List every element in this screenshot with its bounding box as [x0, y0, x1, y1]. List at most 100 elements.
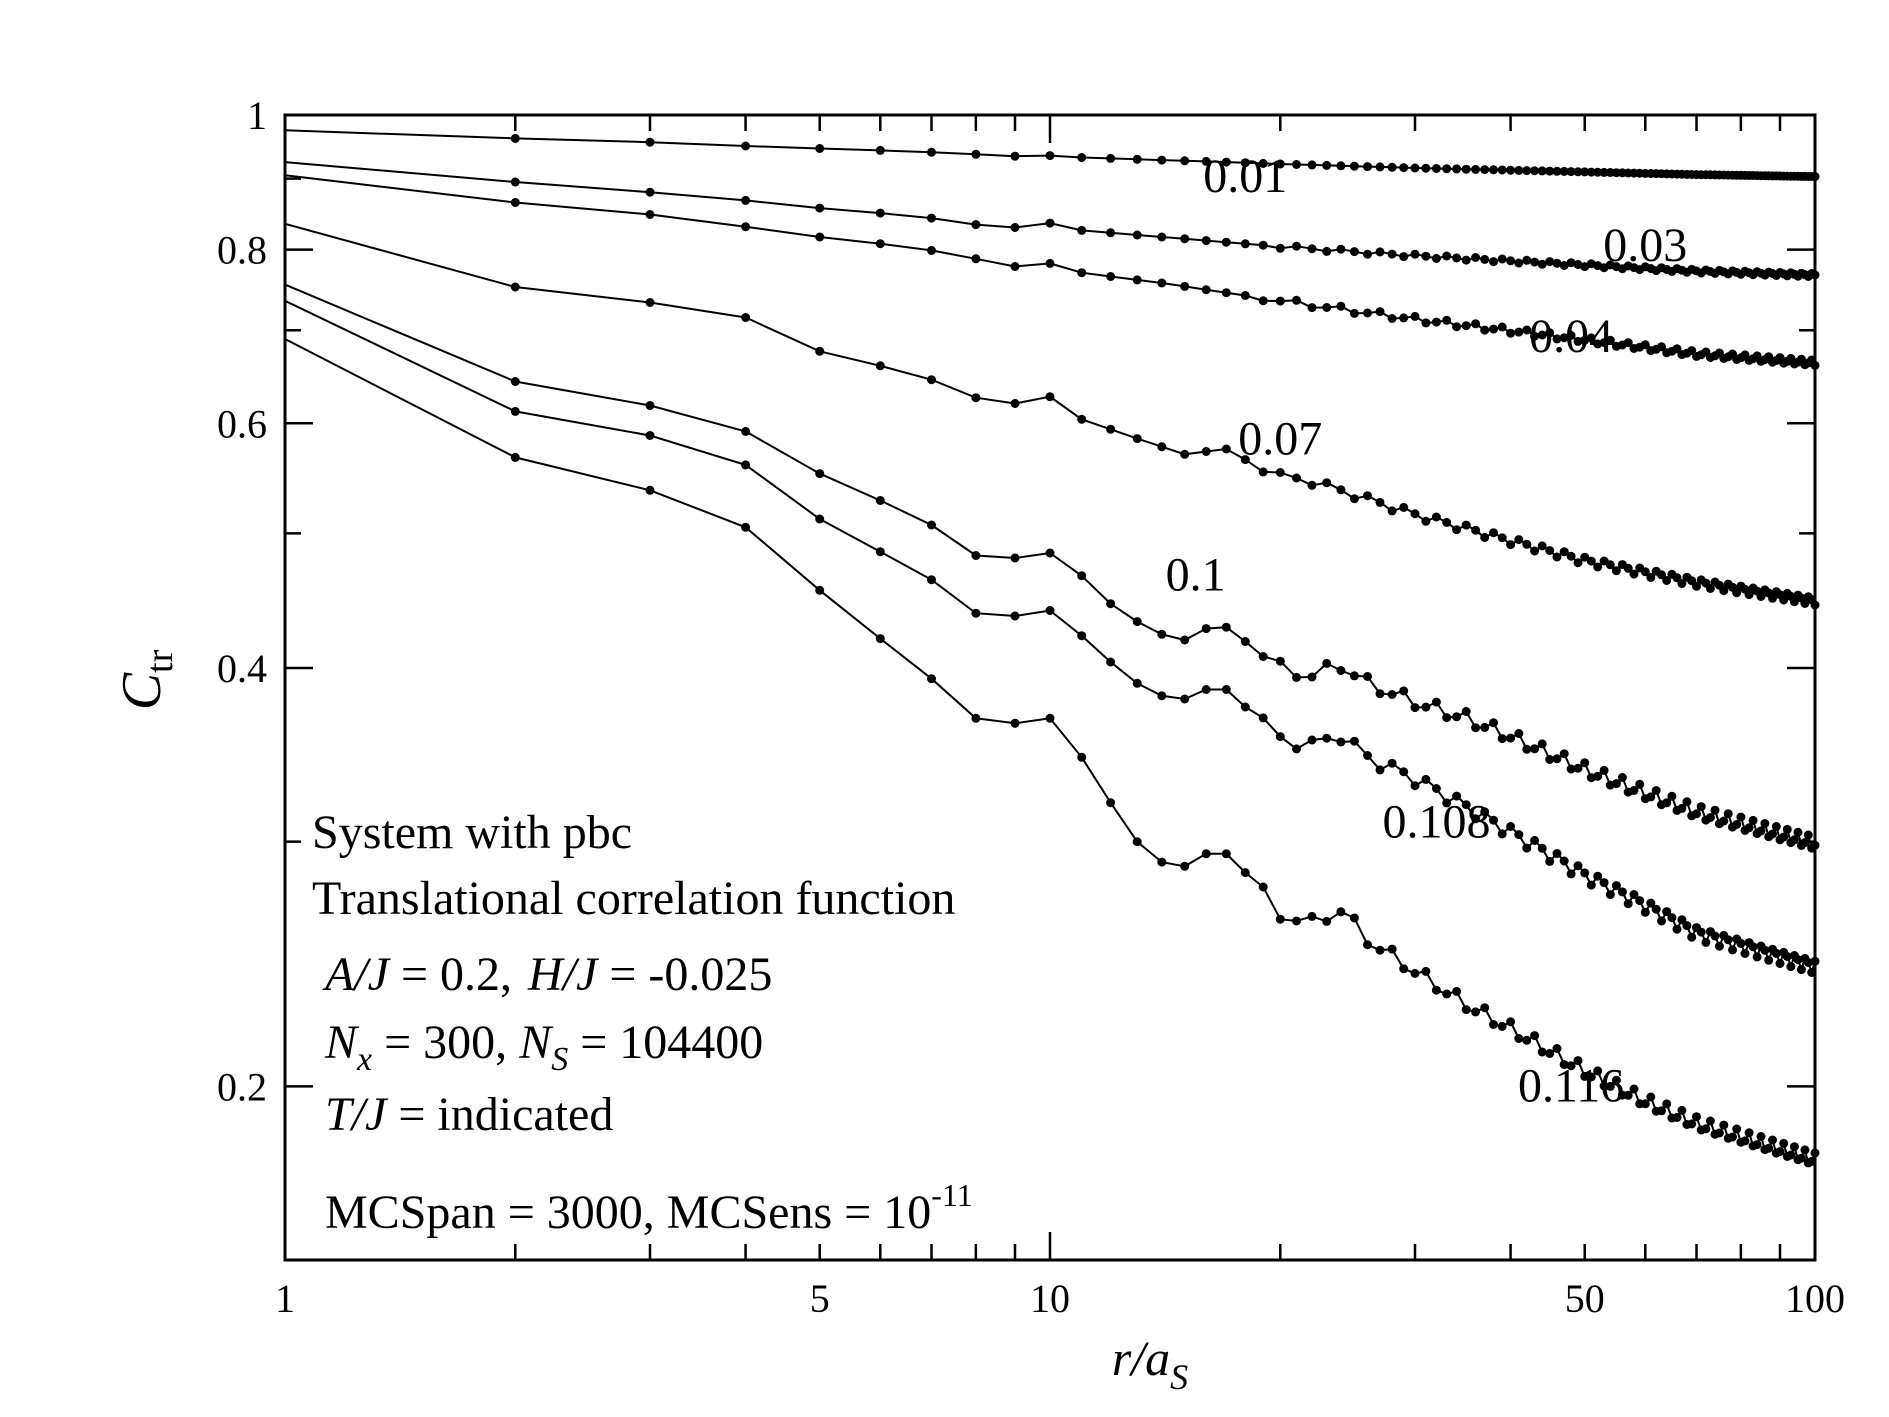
data-point — [1410, 163, 1420, 173]
data-point — [1045, 606, 1055, 615]
data-point — [1617, 887, 1627, 897]
data-point — [1605, 335, 1615, 345]
data-point — [1336, 907, 1346, 917]
data-point — [1667, 791, 1677, 801]
data-point — [1010, 262, 1020, 271]
data-point — [1623, 899, 1633, 909]
data-point — [1336, 244, 1346, 254]
data-point — [875, 547, 885, 557]
data-point — [1732, 588, 1742, 598]
data-point — [1771, 948, 1781, 958]
data-point — [1530, 546, 1540, 556]
data-point — [1421, 774, 1431, 784]
data-point — [1258, 467, 1268, 477]
data-point — [1559, 333, 1569, 343]
data-point — [1586, 167, 1596, 177]
data-point — [1322, 916, 1332, 926]
data-point — [1692, 809, 1701, 819]
data-point — [1566, 869, 1576, 879]
data-point — [1779, 1138, 1789, 1148]
y-tick-label: 0.4 — [217, 646, 267, 691]
data-point — [1775, 959, 1785, 968]
data-point — [875, 239, 885, 249]
data-point — [1552, 754, 1562, 764]
data-point — [1559, 1060, 1569, 1070]
data-point — [1258, 240, 1268, 250]
data-point — [1537, 843, 1547, 853]
data-point — [1307, 160, 1317, 170]
data-point — [1537, 1047, 1547, 1057]
data-point — [1180, 694, 1190, 704]
data-point — [1573, 861, 1583, 871]
x-axis-label: r/aS — [1112, 1330, 1188, 1397]
data-point — [1106, 272, 1116, 281]
data-point — [1732, 820, 1742, 829]
data-point — [1010, 151, 1020, 161]
data-point — [645, 431, 655, 440]
data-point — [510, 377, 520, 386]
data-point — [1586, 880, 1596, 890]
data-point — [1537, 739, 1547, 749]
data-point — [1692, 581, 1701, 591]
data-point — [971, 608, 981, 618]
data-point — [1399, 163, 1409, 173]
data-point — [1480, 325, 1490, 335]
data-point — [927, 213, 936, 223]
data-point — [1586, 333, 1596, 343]
data-point — [1552, 258, 1562, 268]
data-point — [1452, 322, 1462, 332]
data-point — [1687, 1119, 1697, 1129]
y-axis-label: Ctr — [111, 649, 181, 710]
data-point — [1651, 786, 1661, 795]
data-point — [1221, 288, 1231, 298]
data-point — [1593, 562, 1603, 572]
series-label: 0.07 — [1238, 412, 1322, 465]
data-point — [1157, 629, 1167, 639]
data-point — [1530, 257, 1540, 267]
param-line-nx-ns: Nx = 300, NS = 104400 — [324, 1016, 763, 1078]
data-point — [1461, 164, 1471, 174]
data-point — [1322, 478, 1332, 488]
data-point — [1442, 713, 1452, 723]
data-point — [1471, 164, 1481, 174]
data-point — [1292, 744, 1301, 754]
data-point — [1497, 734, 1507, 744]
data-point — [1375, 307, 1385, 317]
data-point — [815, 469, 825, 479]
data-point — [1796, 1153, 1806, 1163]
data-point — [1545, 257, 1555, 267]
data-point — [1640, 340, 1650, 350]
data-point — [1275, 656, 1285, 666]
data-point — [815, 232, 825, 242]
data-point — [1537, 166, 1547, 176]
data-point — [1760, 819, 1770, 828]
data-point — [1480, 807, 1490, 817]
data-point — [1530, 331, 1540, 341]
y-tick-label: 0.8 — [217, 228, 267, 273]
data-point — [1646, 898, 1656, 908]
data-point — [1431, 697, 1441, 707]
data-point — [1292, 160, 1301, 169]
data-point — [1629, 890, 1639, 899]
data-point — [1292, 295, 1301, 305]
data-point — [1489, 165, 1498, 175]
data-point — [1292, 473, 1301, 483]
data-point — [1756, 1132, 1766, 1141]
data-point — [1740, 949, 1750, 958]
data-point — [1497, 1021, 1507, 1031]
data-point — [1471, 253, 1481, 262]
data-point — [1646, 1092, 1656, 1102]
data-point — [1240, 637, 1250, 646]
data-point — [1010, 223, 1020, 232]
data-point — [1677, 579, 1687, 588]
data-point — [1611, 779, 1621, 789]
data-point — [1789, 835, 1799, 845]
data-point — [1740, 1136, 1750, 1146]
data-point — [1349, 913, 1359, 923]
data-point — [1452, 791, 1462, 801]
data-point — [1710, 805, 1720, 815]
data-point — [1768, 593, 1777, 603]
data-point — [1399, 964, 1409, 974]
data-point — [1363, 940, 1372, 950]
data-point — [1480, 533, 1490, 542]
